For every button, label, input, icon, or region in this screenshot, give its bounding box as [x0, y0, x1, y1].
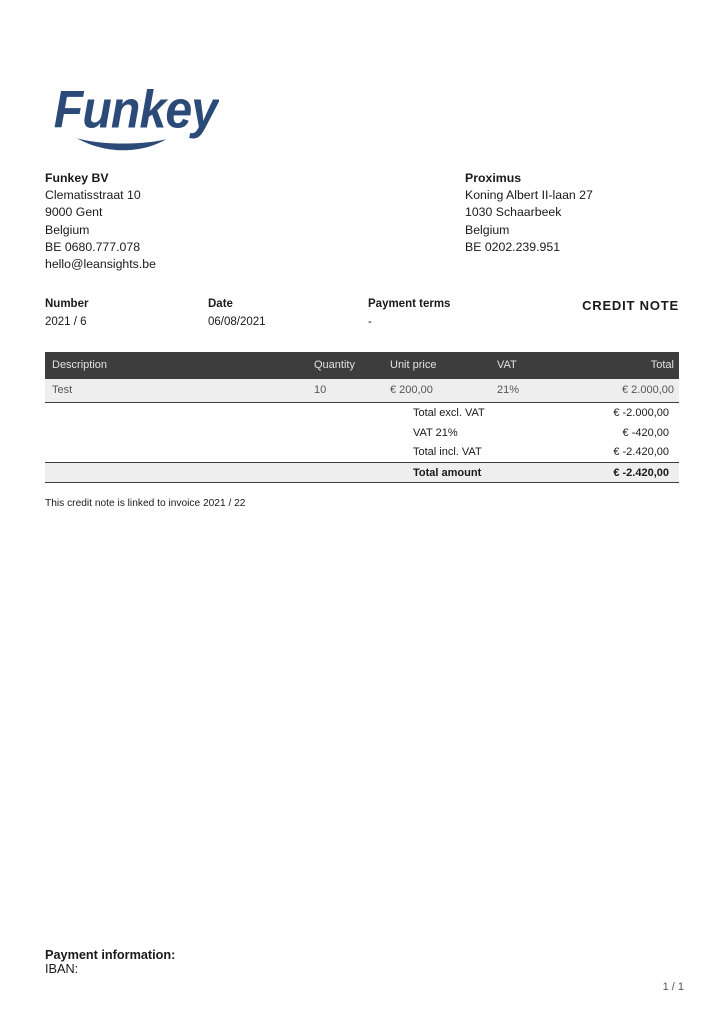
- svg-text:Funkey: Funkey: [54, 86, 219, 139]
